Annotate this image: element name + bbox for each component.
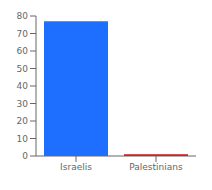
svg-text:70: 70 xyxy=(17,29,29,39)
svg-text:60: 60 xyxy=(17,46,29,56)
svg-text:20: 20 xyxy=(17,116,29,126)
svg-text:50: 50 xyxy=(17,64,29,74)
svg-text:40: 40 xyxy=(17,81,29,91)
svg-text:Palestinians: Palestinians xyxy=(129,162,183,172)
svg-text:10: 10 xyxy=(17,134,29,144)
svg-text:80: 80 xyxy=(17,11,29,21)
svg-text:0: 0 xyxy=(22,151,28,161)
svg-text:30: 30 xyxy=(17,99,29,109)
svg-text:Israelis: Israelis xyxy=(60,162,92,172)
